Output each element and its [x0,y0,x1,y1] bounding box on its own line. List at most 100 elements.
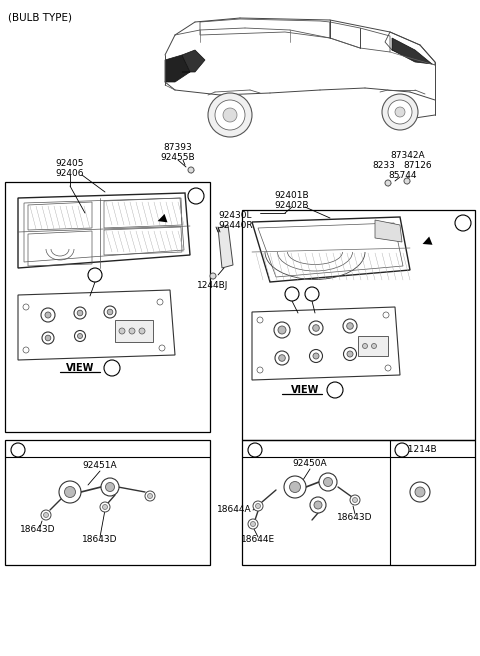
Text: 92402B: 92402B [275,201,309,209]
Circle shape [129,328,135,334]
Circle shape [327,382,343,398]
Circle shape [257,317,263,323]
Circle shape [395,107,405,117]
Circle shape [279,355,285,361]
Circle shape [253,501,263,511]
Circle shape [157,299,163,305]
Circle shape [64,487,75,497]
Bar [5,182,210,432]
Circle shape [210,273,216,279]
Circle shape [100,502,110,512]
Text: 18644E: 18644E [241,535,275,544]
Circle shape [44,512,48,518]
Circle shape [275,351,289,365]
Text: 92451A: 92451A [83,461,117,470]
Circle shape [11,443,25,457]
Circle shape [388,100,412,124]
Circle shape [314,501,322,509]
Circle shape [104,306,116,318]
Text: b: b [252,445,258,455]
Circle shape [310,497,326,513]
Text: 92405: 92405 [56,159,84,167]
Circle shape [385,365,391,371]
Text: VIEW: VIEW [66,363,94,373]
Circle shape [23,304,29,310]
Polygon shape [218,225,233,268]
Circle shape [352,497,358,502]
Circle shape [312,325,319,331]
Text: 92455B: 92455B [161,154,195,163]
Text: A: A [193,192,199,201]
Text: 92401B: 92401B [275,190,309,199]
Circle shape [215,100,245,130]
Circle shape [319,473,337,491]
Text: 1244BJ: 1244BJ [197,281,228,289]
Text: 18644A: 18644A [217,506,252,514]
Circle shape [395,443,409,457]
Circle shape [145,491,155,501]
Circle shape [251,522,255,527]
Circle shape [324,478,333,487]
Text: 8233: 8233 [372,161,395,169]
Circle shape [45,312,51,318]
Circle shape [159,345,165,351]
Circle shape [119,328,125,334]
Circle shape [347,323,353,329]
Circle shape [107,309,113,315]
Circle shape [45,335,51,341]
Text: 92440R: 92440R [218,220,252,230]
Circle shape [23,347,29,353]
Circle shape [415,487,425,497]
Circle shape [383,312,389,318]
Circle shape [74,331,85,342]
Circle shape [77,310,83,316]
Polygon shape [375,220,402,242]
Text: a: a [93,270,97,279]
Text: B: B [460,218,466,228]
Circle shape [313,353,319,359]
Circle shape [284,476,306,498]
Circle shape [347,351,353,357]
Circle shape [77,333,83,338]
Circle shape [404,178,410,184]
Text: c: c [310,289,314,298]
Text: 92450A: 92450A [293,459,327,468]
Circle shape [248,443,262,457]
Circle shape [343,319,357,333]
Bar [358,336,388,356]
Circle shape [362,344,368,348]
Circle shape [208,93,252,137]
Text: A: A [109,363,115,373]
Text: 87393: 87393 [164,144,192,152]
Circle shape [104,360,120,376]
Circle shape [274,322,290,338]
Circle shape [88,268,102,282]
Text: 18643D: 18643D [82,535,118,544]
Bar [242,440,475,565]
Circle shape [223,108,237,122]
Text: 92430L: 92430L [218,211,252,220]
Circle shape [42,332,54,344]
Text: 18643D: 18643D [337,512,373,522]
Text: VIEW: VIEW [291,385,319,395]
Text: 85744: 85744 [389,171,417,180]
Circle shape [410,482,430,502]
Circle shape [257,367,263,373]
Circle shape [382,94,418,130]
Text: (BULB TYPE): (BULB TYPE) [8,13,72,23]
Circle shape [41,308,55,322]
Circle shape [139,328,145,334]
Text: b: b [289,289,295,298]
Circle shape [455,215,471,231]
Text: 91214B: 91214B [403,445,437,455]
Circle shape [59,481,81,503]
Bar [242,210,475,440]
Circle shape [106,483,115,491]
Circle shape [372,344,376,348]
Circle shape [350,495,360,505]
Circle shape [310,350,323,363]
Text: B: B [332,386,338,394]
Bar [5,440,210,565]
Polygon shape [165,55,190,82]
Text: 87342A: 87342A [391,150,425,159]
